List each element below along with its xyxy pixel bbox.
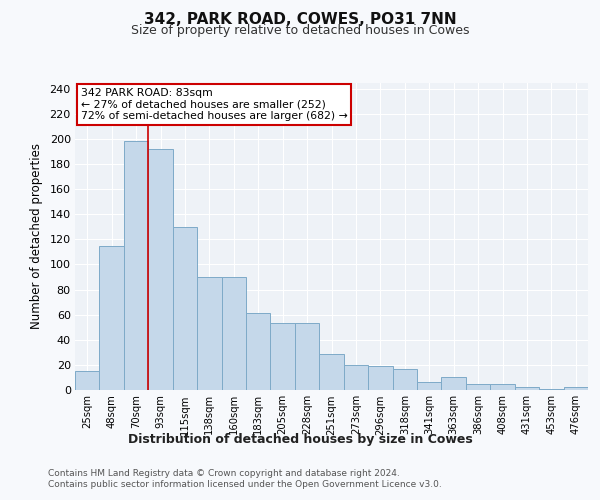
Text: 342, PARK ROAD, COWES, PO31 7NN: 342, PARK ROAD, COWES, PO31 7NN [143,12,457,28]
Bar [100,246,124,390]
Bar [319,354,344,390]
Bar [563,388,588,390]
Text: Contains HM Land Registry data © Crown copyright and database right 2024.: Contains HM Land Registry data © Crown c… [48,469,400,478]
Bar [221,277,246,390]
Y-axis label: Number of detached properties: Number of detached properties [29,143,43,329]
Bar [344,365,368,390]
Text: 342 PARK ROAD: 83sqm
← 27% of detached houses are smaller (252)
72% of semi-deta: 342 PARK ROAD: 83sqm ← 27% of detached h… [80,88,347,122]
Text: Size of property relative to detached houses in Cowes: Size of property relative to detached ho… [131,24,469,37]
Bar [417,382,442,390]
Bar [173,227,197,390]
Bar [466,384,490,390]
Bar [197,277,221,390]
Bar [148,149,173,390]
Bar [539,388,563,390]
Bar [75,371,100,390]
Text: Contains public sector information licensed under the Open Government Licence v3: Contains public sector information licen… [48,480,442,489]
Bar [295,324,319,390]
Bar [515,388,539,390]
Bar [124,142,148,390]
Bar [368,366,392,390]
Bar [392,368,417,390]
Bar [246,314,271,390]
Text: Distribution of detached houses by size in Cowes: Distribution of detached houses by size … [128,432,472,446]
Bar [271,324,295,390]
Bar [490,384,515,390]
Bar [442,378,466,390]
